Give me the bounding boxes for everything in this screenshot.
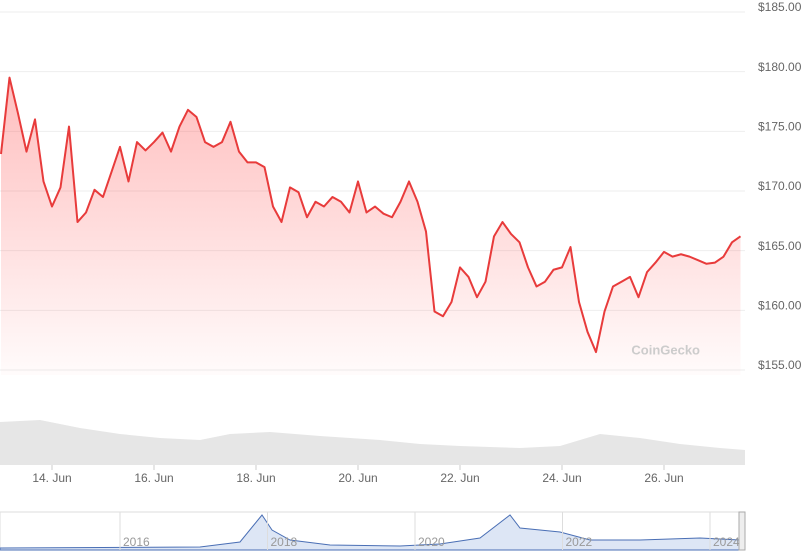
y-tick-label: $160.00 xyxy=(758,299,802,313)
price-area xyxy=(1,77,741,375)
navigator xyxy=(0,511,746,551)
y-tick-label: $155.00 xyxy=(758,358,802,372)
y-tick-label: $180.00 xyxy=(758,60,802,74)
navigator-label: 2016 xyxy=(123,535,150,549)
navigator-label: 2020 xyxy=(418,535,445,549)
navigator-label: 2024 xyxy=(713,535,740,549)
x-tick-label: 26. Jun xyxy=(644,471,683,485)
x-tick-label: 20. Jun xyxy=(338,471,377,485)
x-tick-label: 14. Jun xyxy=(32,471,71,485)
price-line xyxy=(0,76,742,354)
x-tick-label: 22. Jun xyxy=(440,471,479,485)
x-tick-label: 18. Jun xyxy=(236,471,275,485)
y-tick-label: $165.00 xyxy=(758,239,802,253)
volume-area xyxy=(0,420,745,465)
x-tick-label: 16. Jun xyxy=(134,471,173,485)
y-tick-label: $175.00 xyxy=(758,120,802,134)
y-tick-label: $185.00 xyxy=(758,0,802,14)
navigator-label: 2022 xyxy=(566,535,593,549)
navigator-handle[interactable] xyxy=(738,511,746,551)
navigator-line xyxy=(0,514,741,551)
y-tick-label: $170.00 xyxy=(758,179,802,193)
x-tick-label: 24. Jun xyxy=(542,471,581,485)
watermark: CoinGecko xyxy=(631,342,700,357)
navigator-label: 2018 xyxy=(271,535,298,549)
